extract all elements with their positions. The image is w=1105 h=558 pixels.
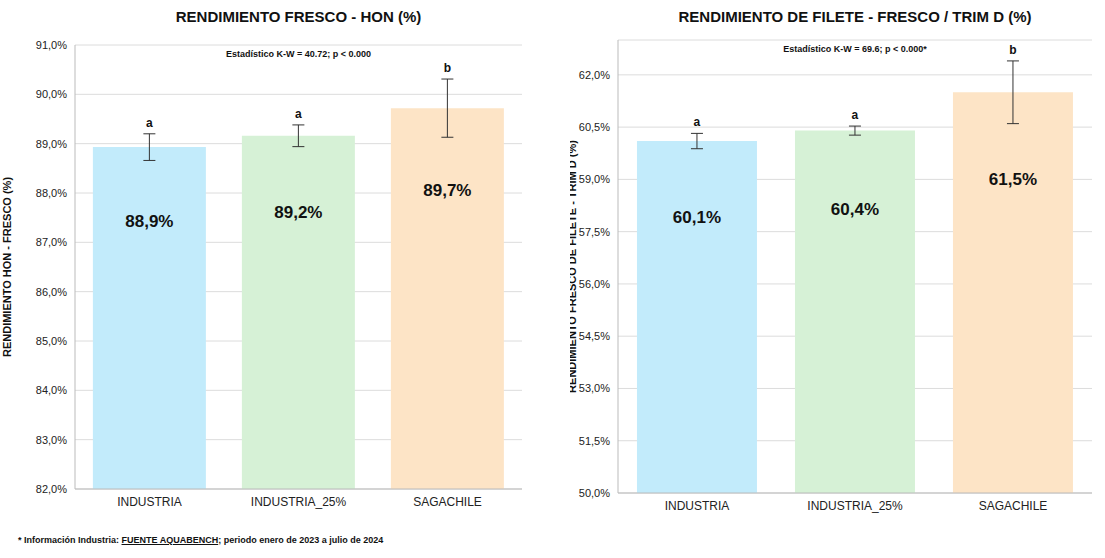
svg-text:89,2%: 89,2% bbox=[274, 203, 322, 222]
html-text:RENDIMIENTO FRESCO - HON (%): RENDIMIENTO FRESCO - HON (%) bbox=[175, 8, 422, 25]
svg-text:INDUSTRIA: INDUSTRIA bbox=[665, 499, 730, 513]
svg-text:SAGACHILE: SAGACHILE bbox=[979, 499, 1048, 513]
svg-text:a: a bbox=[852, 108, 859, 122]
svg-text:a: a bbox=[295, 107, 302, 121]
svg-text:87,0%: 87,0% bbox=[36, 236, 67, 248]
html-text:RENDIMIENTO DE FILETE - FRESCO: RENDIMIENTO DE FILETE - FRESCO / TRIM D … bbox=[678, 8, 1032, 25]
svg-text:b: b bbox=[1009, 43, 1016, 57]
svg-text:89,0%: 89,0% bbox=[36, 138, 67, 150]
svg-text:INDUSTRIA: INDUSTRIA bbox=[117, 495, 182, 509]
svg-text:51,5%: 51,5% bbox=[579, 435, 610, 447]
svg-text:62,0%: 62,0% bbox=[579, 69, 610, 81]
svg-text:INDUSTRIA_25%: INDUSTRIA_25% bbox=[807, 499, 903, 513]
svg-text:91,0%: 91,0% bbox=[36, 39, 67, 51]
svg-text:60,5%: 60,5% bbox=[579, 121, 610, 133]
svg-text:SAGACHILE: SAGACHILE bbox=[413, 495, 482, 509]
svg-text:88,9%: 88,9% bbox=[125, 212, 173, 231]
svg-text:90,0%: 90,0% bbox=[36, 88, 67, 100]
svg-text:88,0%: 88,0% bbox=[36, 187, 67, 199]
svg-text:a: a bbox=[146, 116, 153, 130]
svg-text:82,0%: 82,0% bbox=[36, 483, 67, 495]
html-text:Estadístico K-W = 69.6; p < 0.: Estadístico K-W = 69.6; p < 0.000* bbox=[783, 44, 927, 54]
svg-text:89,7%: 89,7% bbox=[423, 181, 471, 200]
svg-text:a: a bbox=[694, 115, 701, 129]
svg-text:60,4%: 60,4% bbox=[831, 200, 879, 219]
svg-text:86,0%: 86,0% bbox=[36, 286, 67, 298]
svg-text:85,0%: 85,0% bbox=[36, 335, 67, 347]
svg-text:54,5%: 54,5% bbox=[579, 330, 610, 342]
svg-text:INDUSTRIA_25%: INDUSTRIA_25% bbox=[251, 495, 347, 509]
svg-text:60,1%: 60,1% bbox=[673, 208, 721, 227]
svg-text:b: b bbox=[444, 61, 451, 75]
svg-text:84,0%: 84,0% bbox=[36, 384, 67, 396]
svg-text:83,0%: 83,0% bbox=[36, 434, 67, 446]
svg-text:RENDIMIENTO FRESCO DE FILETE -: RENDIMIENTO FRESCO DE FILETE - TRIM D (%… bbox=[570, 140, 578, 393]
html-text:Estadístico K-W = 40.72; p < 0: Estadístico K-W = 40.72; p < 0.000 bbox=[226, 49, 371, 59]
svg-text:56,0%: 56,0% bbox=[579, 278, 610, 290]
svg-text:61,5%: 61,5% bbox=[989, 170, 1037, 189]
svg-text:50,0%: 50,0% bbox=[579, 487, 610, 499]
svg-text:57,5%: 57,5% bbox=[579, 226, 610, 238]
svg-text:53,0%: 53,0% bbox=[579, 382, 610, 394]
svg-text:59,0%: 59,0% bbox=[579, 173, 610, 185]
svg-text:RENDIMIENTO HON - FRESCO (%): RENDIMIENTO HON - FRESCO (%) bbox=[8, 177, 13, 357]
html-text:* Información Industria: FUENT: * Información Industria: FUENTE AQUABENC… bbox=[18, 535, 384, 545]
